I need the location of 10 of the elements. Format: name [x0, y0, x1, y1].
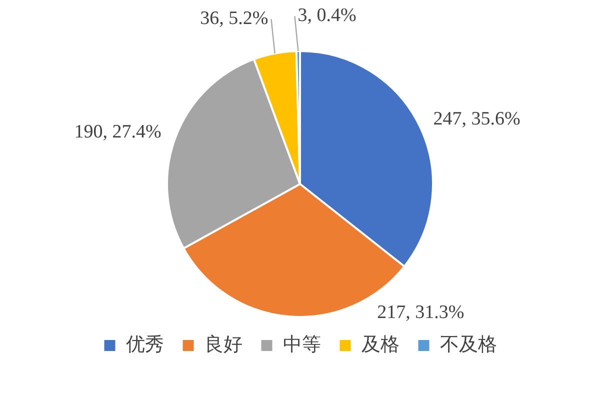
legend-label: 及格 — [361, 333, 400, 356]
data-label: 247, 35.6% — [433, 108, 520, 130]
legend-label: 良好 — [204, 333, 242, 356]
legend-label: 优秀 — [126, 333, 164, 356]
legend-label: 中等 — [282, 333, 321, 356]
data-label: 3, 0.4% — [298, 5, 356, 26]
data-label: 217, 31.3% — [377, 302, 464, 323]
data-label: 36, 5.2% — [200, 8, 268, 30]
legend-label: 不及格 — [440, 333, 497, 356]
data-label: 190, 27.4% — [74, 121, 162, 142]
